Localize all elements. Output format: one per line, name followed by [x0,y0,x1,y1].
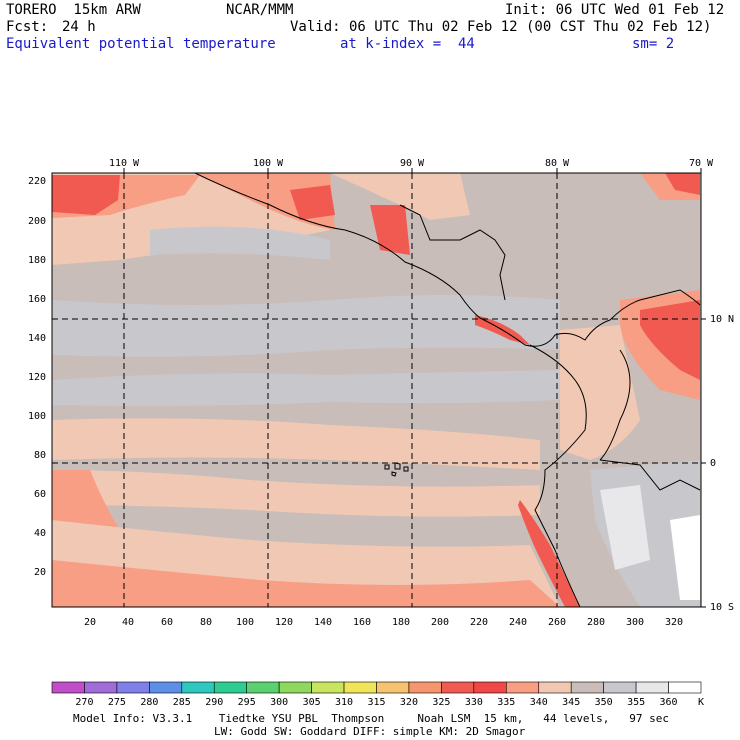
field-name: Equivalent potential temperature [6,36,276,52]
grid-x-label: 160 [353,617,371,628]
left-grid-labels: 220 200 180 160 140 120 100 80 60 40 20 [28,176,46,578]
colorbar-tick-label: 285 [173,697,191,708]
valid-time: Valid: 06 UTC Thu 02 Feb 12 (00 CST Thu … [290,19,712,35]
grid-x-label: 240 [509,617,527,628]
colorbar-tick-label: 305 [303,697,321,708]
lat-label-0: 0 [710,458,716,469]
colorbar-tick-label: 310 [335,697,353,708]
colorbar-swatch [408,681,442,694]
model-info-line2: LW: Godd SW: Goddard DIFF: simple KM: 2D… [214,725,526,738]
colorbar-swatch [343,681,377,694]
lon-label-90w: 90 W [400,158,425,169]
grid-x-label: 220 [470,617,488,628]
grid-x-label: 300 [626,617,644,628]
forecast-hour: 24 h [62,19,96,35]
colorbar-swatch [570,681,604,694]
coastlines [194,173,701,607]
grid-x-label: 180 [392,617,410,628]
colorbar-tick-label: 300 [270,697,288,708]
colorbar-tick-label: 335 [497,697,515,708]
colorbar: 270 275 280 285 290 295 300 305 310 315 320 325 330 3… [51,681,704,708]
colorbar-swatch [538,681,572,694]
grid-x-label: 140 [314,617,332,628]
colorbar-tick-label: 355 [627,697,645,708]
grid-y-label: 140 [28,333,46,344]
colorbar-tick-label: 325 [432,697,450,708]
colorbar-swatch [441,681,475,694]
grid-x-label: 40 [122,617,134,628]
colorbar-tick-label: 315 [367,697,385,708]
colorbar-swatch [116,681,150,694]
lat-label-10s: 10 S [710,602,734,613]
colorbar-swatch [376,681,410,694]
model-info-line1: Model Info: V3.3.1 Tiedtke YSU PBL Thomp… [73,712,670,725]
map-frame [51,172,702,608]
grid-y-label: 200 [28,216,46,227]
lon-label-80w: 80 W [545,158,570,169]
grid-y-label: 60 [34,489,46,500]
grid-x-label: 100 [236,617,254,628]
grid-y-label: 180 [28,255,46,266]
lon-label-100w: 100 W [253,158,284,169]
colorbar-swatch [213,681,248,694]
colorbar-tick-label: 270 [75,697,93,708]
colorbar-swatch [311,681,345,694]
grid-x-label: 320 [665,617,683,628]
grid-x-label: 80 [200,617,212,628]
grid-y-label: 40 [34,528,46,539]
model-title: TORERO 15km ARW [6,2,141,18]
forecast-label: Fcst: [6,19,49,35]
colorbar-tick-label: 360 [660,697,678,708]
colorbar-tick-label: 330 [465,697,483,708]
colorbar-swatch [149,681,183,694]
lon-label-110w: 110 W [109,158,140,169]
colorbar-swatch [84,681,118,694]
grid-y-label: 80 [34,450,46,461]
colorbar-swatch [603,681,637,694]
colorbar-swatch [51,681,85,694]
colorbar-swatch [278,681,312,694]
axis-ticks [123,168,706,608]
theta-e-field [52,173,701,607]
grid-x-label: 120 [275,617,293,628]
lon-label-70w: 70 W [689,158,714,169]
grid-x-label: 20 [84,617,96,628]
grid-y-label: 120 [28,372,46,383]
colorbar-swatch [181,681,215,694]
colorbar-tick-label: 340 [530,697,548,708]
colorbar-tick-label: 275 [108,697,126,708]
colorbar-swatch [635,681,669,694]
bottom-grid-labels: 20 40 60 80 100 120 140 160 180 200 220 … [84,617,683,628]
grid-y-label: 220 [28,176,46,187]
center-name: NCAR/MMM [226,2,294,18]
colorbar-tick-label: 280 [140,697,158,708]
colorbar-tick-label: 350 [595,697,613,708]
lat-label-10n: 10 N [710,314,734,325]
level-info: at k-index = 44 [340,36,475,52]
colorbar-swatch [246,681,280,694]
grid-x-label: 280 [587,617,605,628]
colorbar-tick-label: 320 [400,697,418,708]
init-time: Init: 06 UTC Wed 01 Feb 12 [505,2,725,18]
colorbar-tick-label: 290 [205,697,223,708]
colorbar-unit: K [698,697,704,708]
colorbar-tick-label: 295 [238,697,256,708]
lat-lon-grid [52,173,701,607]
grid-y-label: 100 [28,411,46,422]
grid-x-label: 260 [548,617,566,628]
colorbar-swatch [473,681,507,694]
colorbar-swatch [505,681,540,694]
colorbar-tick-label: 345 [562,697,580,708]
grid-y-label: 20 [34,567,46,578]
smoothing-info: sm= 2 [632,36,675,52]
grid-x-label: 60 [161,617,173,628]
colorbar-swatch [668,681,702,694]
grid-y-label: 160 [28,294,46,305]
grid-x-label: 200 [431,617,449,628]
